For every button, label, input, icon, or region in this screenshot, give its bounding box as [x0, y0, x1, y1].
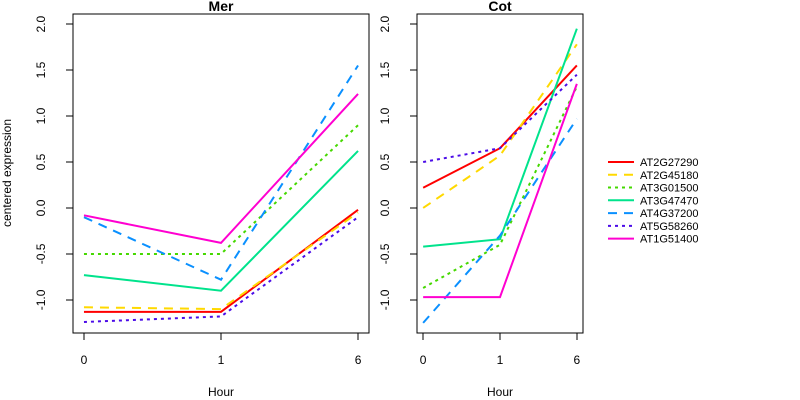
legend-label-AT3G01500: AT3G01500: [640, 183, 699, 195]
y-tick-label: 0.5: [378, 153, 392, 170]
legend-label-AT4G37200: AT4G37200: [640, 208, 699, 220]
legend-label-AT1G51400: AT1G51400: [640, 234, 699, 246]
chart-legend: AT2G27290AT2G45180AT3G01500AT3G47470AT4G…: [608, 157, 699, 246]
y-tick-label: 0.5: [34, 153, 48, 170]
x-tick-label: 6: [355, 353, 362, 367]
mer-panel-title: Mer: [209, 0, 234, 14]
series-line-AT1G51400: [423, 83, 578, 299]
x-tick-label: 1: [218, 353, 225, 367]
legend-label-AT2G45180: AT2G45180: [640, 170, 699, 182]
legend-label-AT2G27290: AT2G27290: [640, 157, 699, 169]
y-tick-label: 1.5: [34, 61, 48, 78]
legend-label-AT5G58260: AT5G58260: [640, 221, 699, 233]
series-line-AT2G45180: [422, 43, 578, 209]
y-tick-label: -1.0: [378, 289, 392, 310]
y-axis-title: centered expression: [0, 119, 14, 227]
y-tick-label: 0.0: [378, 199, 392, 216]
x-tick-label: 6: [574, 353, 581, 367]
cot-series-lines: [422, 28, 578, 324]
mer-axes: 0 1 6 2.0 1.5 1.0 0.5 0.0 -0.5 -1.0: [34, 15, 362, 367]
series-line-AT2G27290: [83, 209, 359, 313]
x-tick-label: 0: [420, 353, 427, 367]
cot-panel-title: Cot: [488, 0, 512, 14]
cot-axes: 0 1 6 2.0 1.5 1.0 0.5 0.0 -0.5 -1.0: [378, 15, 581, 367]
legend-label-AT3G47470: AT3G47470: [640, 195, 699, 207]
series-line-AT1G51400: [83, 93, 359, 244]
y-tick-label: 1.0: [34, 107, 48, 124]
series-line-AT4G37200: [83, 64, 359, 281]
mer-series-lines: [83, 64, 359, 323]
series-line-AT3G47470: [83, 150, 359, 292]
series-line-AT3G01500: [422, 86, 578, 289]
y-tick-label: -0.5: [378, 243, 392, 264]
cot-x-axis-title: Hour: [487, 385, 513, 399]
series-line-AT2G45180: [83, 211, 359, 311]
y-tick-label: -0.5: [34, 243, 48, 264]
y-tick-label: 2.0: [378, 15, 392, 32]
x-tick-label: 0: [81, 353, 88, 367]
y-tick-label: 2.0: [34, 15, 48, 32]
y-tick-label: 1.0: [378, 107, 392, 124]
y-tick-label: 0.0: [34, 199, 48, 216]
mer-x-axis-title: Hour: [208, 385, 234, 399]
y-tick-label: 1.5: [378, 61, 392, 78]
x-tick-label: 1: [497, 353, 504, 367]
y-tick-label: -1.0: [34, 289, 48, 310]
series-line-AT5G58260: [422, 73, 578, 163]
